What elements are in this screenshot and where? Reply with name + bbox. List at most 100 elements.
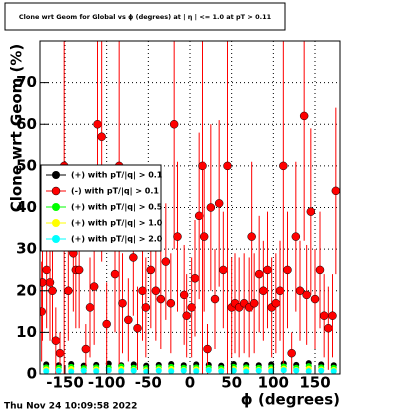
marker bbox=[194, 211, 204, 221]
marker bbox=[42, 265, 51, 275]
marker bbox=[299, 111, 309, 121]
marker bbox=[68, 368, 75, 374]
chart-title: Clone wrt Geom for Global vs ϕ (degrees)… bbox=[19, 13, 272, 22]
marker bbox=[168, 368, 175, 374]
marker bbox=[187, 303, 196, 312]
x-axis-title: ϕ (degrees) bbox=[241, 391, 340, 409]
marker bbox=[51, 336, 61, 345]
marker bbox=[214, 199, 224, 208]
legend-marker bbox=[52, 235, 60, 243]
marker bbox=[55, 367, 62, 374]
y-tick-label: 60 bbox=[16, 115, 37, 133]
marker bbox=[43, 368, 50, 374]
legend: (+) with pT/|q| > 0.1 (-) with pT/|q| > 0… bbox=[40, 164, 163, 252]
x-tick-label: -150 bbox=[46, 374, 84, 392]
marker bbox=[89, 282, 99, 291]
legend-marker bbox=[52, 203, 60, 211]
marker bbox=[291, 232, 301, 241]
x-tick-label: 0 bbox=[185, 374, 195, 392]
y-tick-label: 40 bbox=[16, 198, 37, 216]
marker bbox=[283, 265, 292, 275]
y-tick-label: 50 bbox=[16, 156, 37, 174]
marker bbox=[203, 344, 212, 354]
marker bbox=[85, 303, 95, 312]
marker bbox=[118, 298, 127, 308]
marker bbox=[271, 298, 281, 308]
marker bbox=[205, 367, 212, 374]
y-tick-label: 20 bbox=[16, 281, 37, 299]
marker bbox=[105, 367, 112, 374]
marker bbox=[218, 368, 225, 374]
legend-label: (+) with pT/|q| > 1.0 bbox=[71, 219, 163, 228]
timestamp: Thu Nov 24 10:09:58 2022 bbox=[4, 402, 137, 412]
marker bbox=[331, 186, 340, 196]
marker bbox=[306, 207, 316, 216]
marker bbox=[143, 368, 150, 374]
marker bbox=[102, 319, 111, 329]
legend-marker bbox=[52, 219, 60, 227]
marker bbox=[324, 323, 333, 333]
marker bbox=[110, 269, 120, 279]
marker bbox=[210, 294, 220, 304]
y-axis-title: Clone wrt Geom (%) bbox=[8, 44, 26, 213]
marker bbox=[166, 298, 176, 308]
legend-marker bbox=[52, 171, 60, 179]
marker bbox=[287, 348, 296, 358]
marker bbox=[318, 367, 325, 374]
marker bbox=[93, 120, 102, 129]
marker bbox=[280, 367, 287, 374]
x-tick-label: -50 bbox=[135, 374, 162, 392]
marker bbox=[55, 348, 65, 358]
legend-label: (-) with pT/|q| > 0.1 bbox=[71, 187, 159, 196]
marker bbox=[263, 265, 272, 275]
marker bbox=[279, 161, 288, 171]
marker bbox=[133, 323, 142, 333]
marker bbox=[249, 298, 259, 308]
title-box bbox=[4, 2, 286, 31]
marker bbox=[302, 290, 311, 300]
marker bbox=[124, 315, 133, 325]
marker bbox=[64, 286, 73, 295]
marker bbox=[156, 294, 166, 304]
legend-box bbox=[40, 164, 162, 252]
marker bbox=[310, 294, 320, 304]
y-tick-label: 30 bbox=[16, 240, 37, 258]
marker bbox=[305, 368, 312, 374]
marker bbox=[93, 368, 100, 374]
marker bbox=[155, 367, 162, 374]
marker bbox=[138, 286, 147, 295]
marker bbox=[223, 161, 232, 171]
marker bbox=[118, 368, 125, 374]
marker bbox=[206, 203, 216, 212]
marker bbox=[315, 265, 325, 275]
marker bbox=[97, 132, 106, 141]
marker bbox=[48, 286, 57, 295]
marker bbox=[247, 232, 256, 241]
marker bbox=[199, 232, 209, 241]
marker bbox=[130, 367, 137, 374]
marker bbox=[293, 367, 300, 374]
marker bbox=[295, 286, 305, 295]
y-tick-label: 10 bbox=[16, 323, 37, 341]
marker bbox=[105, 360, 112, 367]
marker bbox=[255, 367, 262, 374]
marker bbox=[80, 367, 87, 374]
axes: -150 -100 -50 0 50 100 150 0 10 20 30 40 50 60 70 bbox=[16, 73, 331, 391]
marker bbox=[180, 367, 187, 374]
x-tick-label: 50 bbox=[221, 374, 242, 392]
marker bbox=[230, 367, 237, 374]
marker bbox=[330, 368, 337, 374]
marker bbox=[161, 257, 171, 266]
marker bbox=[129, 253, 138, 262]
x-tick-label: 150 bbox=[299, 374, 330, 392]
marker bbox=[74, 265, 84, 275]
marker bbox=[193, 368, 200, 374]
marker bbox=[254, 269, 264, 279]
marker bbox=[268, 368, 275, 374]
marker bbox=[198, 161, 207, 171]
marker bbox=[169, 120, 179, 129]
marker bbox=[173, 232, 182, 241]
x-tick-label: -100 bbox=[88, 374, 126, 392]
marker bbox=[182, 311, 191, 320]
